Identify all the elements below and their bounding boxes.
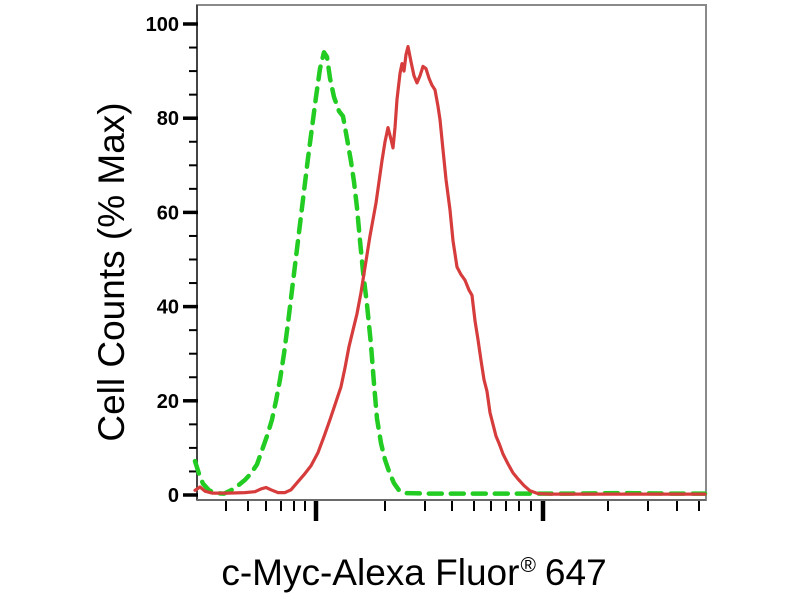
y-tick-label: 40 — [157, 297, 179, 319]
red-solid-histogram-curve — [193, 45, 707, 496]
x-axis-title-text: c-Myc-Alexa Fluor — [221, 552, 520, 593]
x-axis-title: c-Myc-Alexa Fluor® 647 — [0, 552, 800, 594]
y-tick-label: 20 — [157, 391, 179, 413]
y-tick-label: 0 — [168, 485, 179, 507]
plot-frame — [196, 4, 707, 501]
y-axis-title-text: Cell Counts (% Max) — [91, 102, 132, 442]
green-dashed-histogram-curve — [192, 50, 708, 496]
y-tick-label: 60 — [157, 202, 179, 224]
y-axis-title: Cell Counts (% Max) — [91, 102, 133, 441]
x-axis-title-number: 647 — [544, 552, 607, 593]
y-tick-label: 80 — [157, 108, 179, 130]
registered-trademark-icon: ® — [520, 554, 536, 577]
y-tick-label: 100 — [146, 14, 179, 36]
